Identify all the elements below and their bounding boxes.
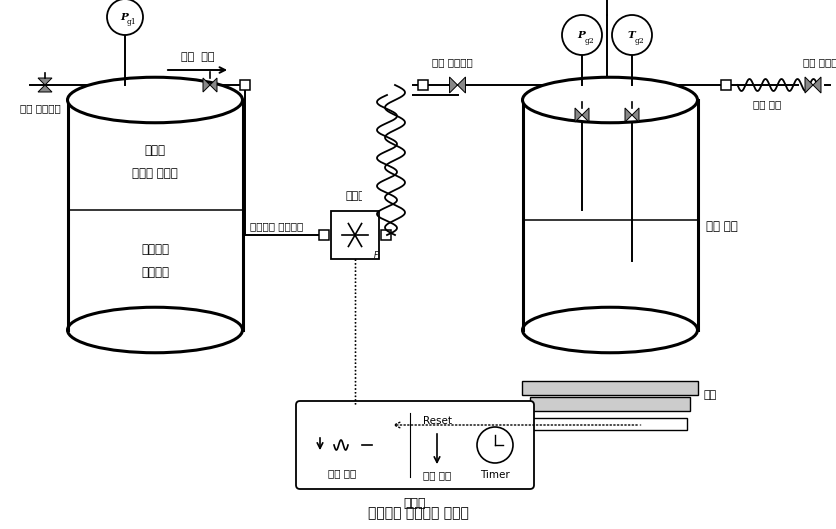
Text: 미세유량 계측장치 개략도: 미세유량 계측장치 개략도 xyxy=(368,506,468,520)
FancyBboxPatch shape xyxy=(240,80,250,90)
FancyBboxPatch shape xyxy=(381,230,391,240)
Text: g1: g1 xyxy=(127,19,137,26)
Polygon shape xyxy=(575,108,582,122)
Text: P: P xyxy=(577,31,585,40)
Polygon shape xyxy=(625,108,632,122)
Ellipse shape xyxy=(522,77,697,123)
Text: 작동유체: 작동유체 xyxy=(141,243,169,256)
Polygon shape xyxy=(805,77,813,93)
Text: 유연 배관: 유연 배관 xyxy=(753,99,782,109)
FancyBboxPatch shape xyxy=(319,230,329,240)
Polygon shape xyxy=(582,108,589,122)
Text: 유량계: 유량계 xyxy=(345,191,365,201)
FancyBboxPatch shape xyxy=(721,80,731,90)
Text: （기체 질소）: （기체 질소） xyxy=(132,167,178,180)
Text: 작동유체 공급탱크: 작동유체 공급탱크 xyxy=(251,222,303,232)
Polygon shape xyxy=(210,78,217,92)
Text: g2: g2 xyxy=(635,37,645,45)
Text: Timer: Timer xyxy=(480,470,510,480)
Text: T: T xyxy=(627,31,635,40)
FancyBboxPatch shape xyxy=(532,417,687,430)
Text: g2: g2 xyxy=(584,37,594,45)
Polygon shape xyxy=(813,77,821,93)
Polygon shape xyxy=(457,77,466,93)
Text: 유동  방향: 유동 방향 xyxy=(181,52,214,62)
Text: P: P xyxy=(120,13,128,22)
Text: （액체）: （액체） xyxy=(141,266,169,279)
FancyBboxPatch shape xyxy=(296,401,534,489)
Text: 가압제: 가압제 xyxy=(145,144,166,157)
FancyBboxPatch shape xyxy=(417,80,427,90)
FancyBboxPatch shape xyxy=(362,83,412,238)
Text: 정압 제어밸브: 정압 제어밸브 xyxy=(803,57,836,67)
FancyBboxPatch shape xyxy=(522,380,698,395)
Text: 유로 개폐밸브: 유로 개폐밸브 xyxy=(19,103,60,113)
Ellipse shape xyxy=(68,77,242,123)
Text: 무게 출력: 무게 출력 xyxy=(423,470,451,480)
Text: 저울: 저울 xyxy=(703,390,716,400)
Text: 보정 탱크: 보정 탱크 xyxy=(706,220,737,233)
Polygon shape xyxy=(38,78,52,85)
Circle shape xyxy=(562,15,602,55)
Polygon shape xyxy=(450,77,457,93)
Circle shape xyxy=(107,0,143,35)
Circle shape xyxy=(612,15,652,55)
Circle shape xyxy=(477,427,513,463)
Text: 컴퓨터: 컴퓨터 xyxy=(404,497,426,510)
Text: 유량 제어밸브: 유량 제어밸브 xyxy=(432,57,473,67)
Text: F: F xyxy=(374,251,378,260)
Polygon shape xyxy=(38,85,52,92)
FancyBboxPatch shape xyxy=(331,211,379,259)
FancyBboxPatch shape xyxy=(530,397,690,411)
Text: 출력 신호: 출력 신호 xyxy=(328,468,356,478)
Text: Reset: Reset xyxy=(422,416,451,426)
Polygon shape xyxy=(203,78,210,92)
Polygon shape xyxy=(632,108,639,122)
